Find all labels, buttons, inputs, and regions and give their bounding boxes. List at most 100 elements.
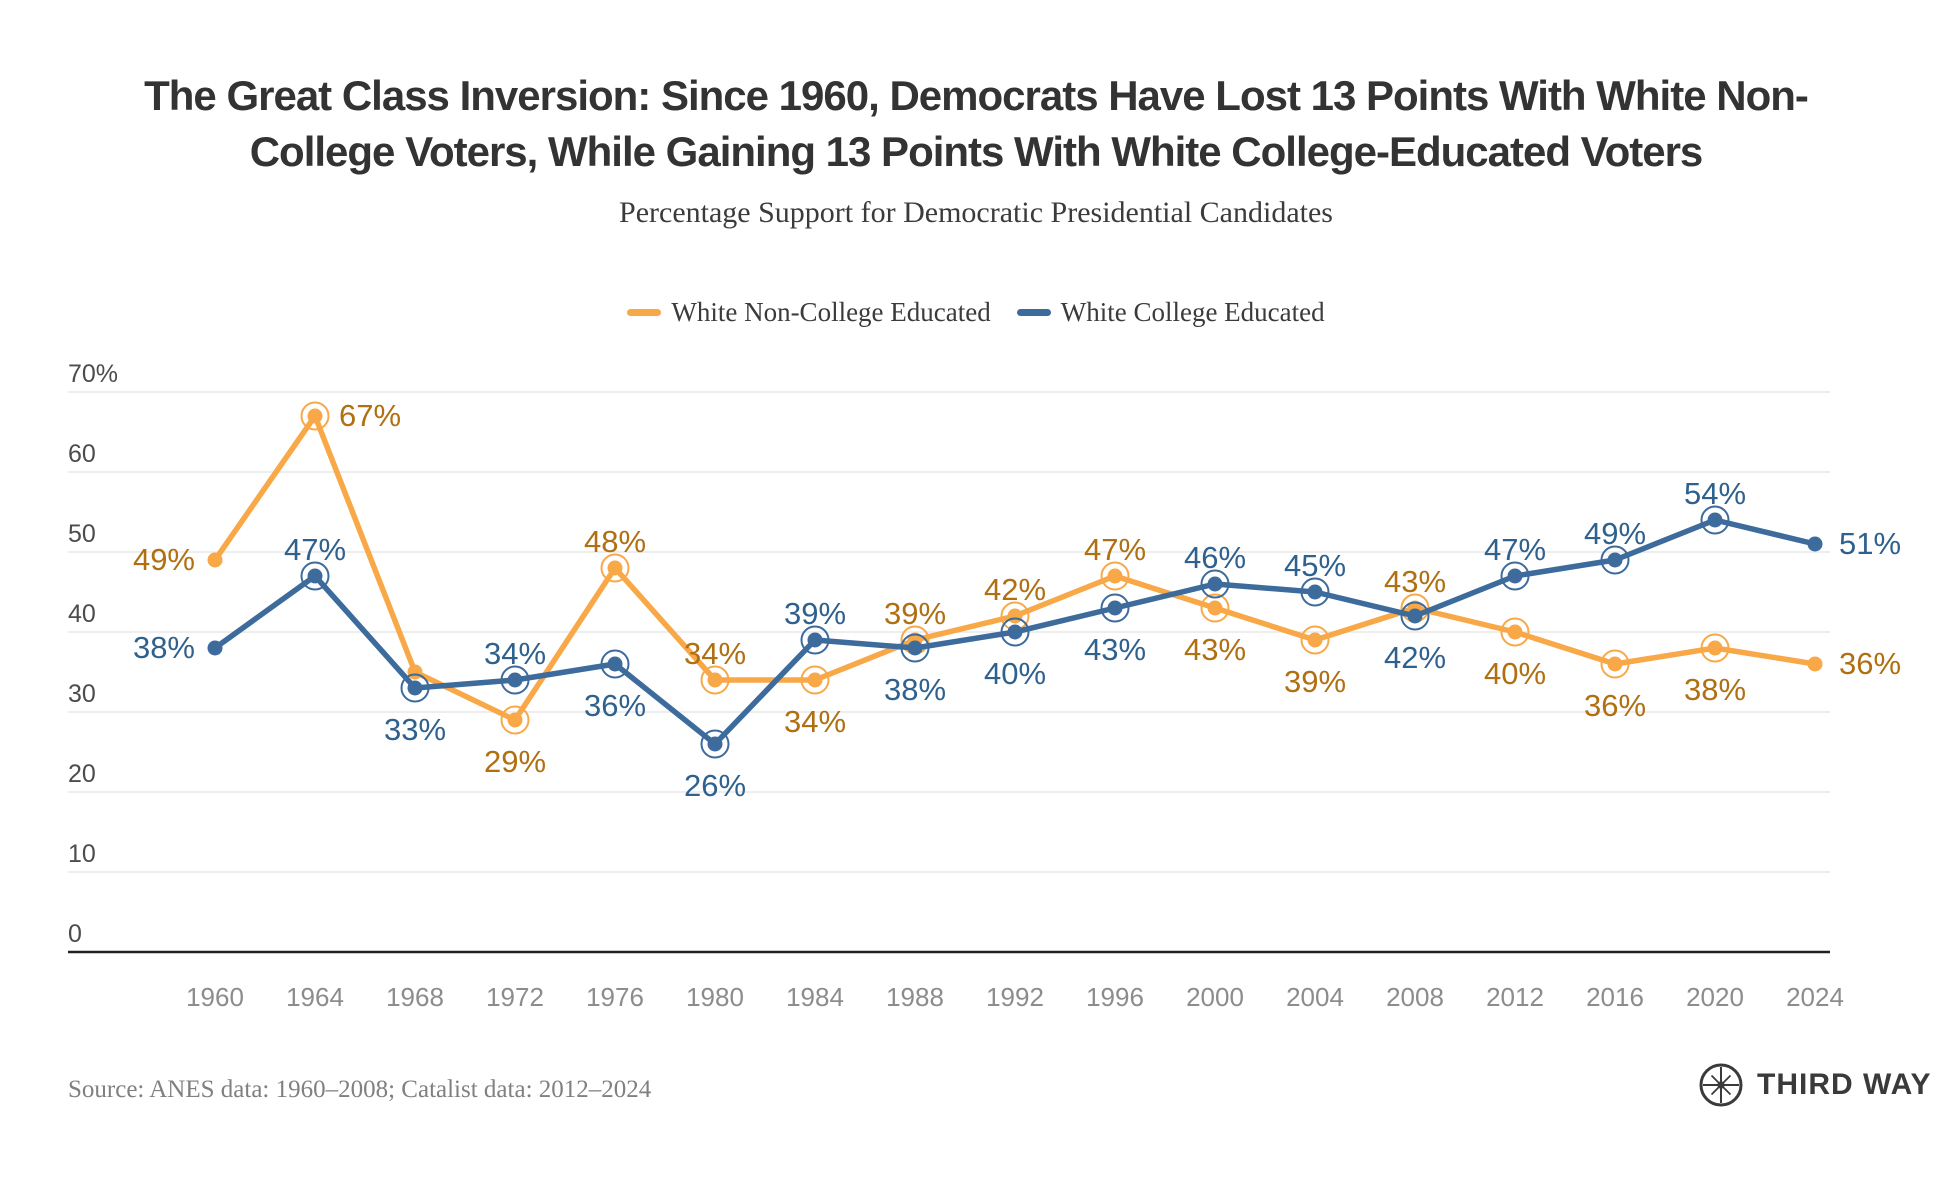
x-tick-label-1976: 1976: [586, 982, 644, 1012]
x-tick-label-1988: 1988: [886, 982, 944, 1012]
x-tick-label-2020: 2020: [1686, 982, 1744, 1012]
data-point-ring-white-college-2016: [1600, 545, 1630, 575]
data-label-white-non-college-1960: 49%: [133, 542, 195, 577]
data-point-white-non-college-1960: [207, 552, 223, 568]
data-point-ring-white-college-1980: [700, 729, 730, 759]
data-label-white-non-college-1984: 34%: [784, 704, 846, 739]
data-point-ring-white-college-2004: [1300, 577, 1330, 607]
y-tick-label-20: 20: [68, 760, 96, 788]
legend-dash-orange: [627, 309, 662, 316]
data-point-ring-white-college-1976: [600, 649, 630, 679]
data-label-white-college-2008: 42%: [1384, 640, 1446, 675]
data-label-white-non-college-1992: 42%: [984, 572, 1046, 607]
y-tick-label-40: 40: [68, 600, 96, 628]
legend-item-non-college: White Non-College Educated: [627, 297, 991, 328]
data-point-ring-white-college-1984: [800, 625, 830, 655]
data-label-white-non-college-1988: 39%: [884, 596, 946, 631]
data-point-white-college-1972: [507, 672, 523, 688]
data-point-ring-white-non-college-1980: [700, 665, 730, 695]
data-label-white-college-1996: 43%: [1084, 632, 1146, 667]
third-way-logo-text: THIRD WAY: [1757, 1068, 1932, 1101]
y-tick-label-30: 30: [68, 680, 96, 708]
data-point-ring-white-college-1972: [500, 665, 530, 695]
data-point-white-college-1992: [1007, 624, 1023, 640]
data-point-white-college-1976: [607, 656, 623, 672]
data-point-white-college-2004: [1307, 584, 1323, 600]
x-tick-label-2012: 2012: [1486, 982, 1544, 1012]
data-point-white-college-1964: [307, 568, 323, 584]
data-label-white-non-college-2024: 36%: [1839, 646, 1901, 681]
data-point-ring-white-college-2020: [1700, 505, 1730, 535]
data-label-white-non-college-1980: 34%: [684, 636, 746, 671]
chart-title-line2: College Voters, While Gaining 13 Points …: [249, 128, 1704, 175]
data-point-white-non-college-1968: [407, 664, 423, 680]
data-label-white-college-2020: 54%: [1684, 476, 1746, 511]
data-point-ring-white-non-college-1964: [300, 401, 330, 431]
data-label-white-non-college-2000: 43%: [1184, 632, 1246, 667]
x-tick-label-1984: 1984: [786, 982, 844, 1012]
legend-label-college: White College Educated: [1060, 297, 1325, 327]
data-point-white-non-college-2020: [1707, 640, 1723, 656]
data-label-white-non-college-1972: 29%: [484, 744, 546, 779]
data-label-white-non-college-2008: 43%: [1384, 564, 1446, 599]
data-point-ring-white-non-college-2016: [1600, 649, 1630, 679]
data-point-white-college-2020: [1707, 512, 1723, 528]
data-label-white-college-1964: 47%: [284, 532, 346, 567]
data-point-white-non-college-2004: [1307, 632, 1323, 648]
x-tick-label-2016: 2016: [1586, 982, 1644, 1012]
data-point-white-non-college-2000: [1207, 600, 1223, 616]
data-point-ring-white-college-1996: [1100, 593, 1130, 623]
data-label-white-college-2000: 46%: [1184, 540, 1246, 575]
legend-item-college: White College Educated: [1016, 297, 1325, 328]
data-point-ring-white-college-2012: [1500, 561, 1530, 591]
data-point-ring-white-college-2000: [1200, 569, 1230, 599]
data-label-white-college-1960: 38%: [133, 630, 195, 665]
data-point-ring-white-non-college-1984: [800, 665, 830, 695]
data-point-white-college-2008: [1407, 608, 1423, 624]
data-point-ring-white-college-2008: [1400, 601, 1430, 631]
x-tick-label-2000: 2000: [1186, 982, 1244, 1012]
data-point-white-non-college-1980: [707, 672, 723, 688]
legend-dash-blue: [1016, 309, 1051, 316]
chart-subtitle: Percentage Support for Democratic Presid…: [619, 196, 1333, 229]
legend-label-non-college: White Non-College Educated: [671, 297, 991, 327]
data-point-white-non-college-1996: [1107, 568, 1123, 584]
y-tick-label-10: 10: [68, 840, 96, 868]
data-label-white-non-college-1996: 47%: [1084, 532, 1146, 567]
data-point-white-college-2000: [1207, 576, 1223, 592]
chart-title: The Great Class Inversion: Since 1960, D…: [0, 68, 1952, 180]
data-point-ring-white-non-college-1996: [1100, 561, 1130, 591]
x-tick-label-1992: 1992: [986, 982, 1044, 1012]
data-label-white-college-2012: 47%: [1484, 532, 1546, 567]
x-tick-label-1996: 1996: [1086, 982, 1144, 1012]
data-point-white-non-college-2024: [1807, 656, 1823, 672]
y-tick-label-0: 0: [68, 920, 82, 948]
x-tick-label-2008: 2008: [1386, 982, 1444, 1012]
x-tick-label-1968: 1968: [386, 982, 444, 1012]
data-label-white-college-1988: 38%: [884, 672, 946, 707]
compass-star-icon: [1699, 1063, 1743, 1107]
chart-legend: White Non-College Educated White College…: [0, 297, 1952, 328]
data-point-white-non-college-1972: [507, 712, 523, 728]
data-label-white-non-college-2020: 38%: [1684, 672, 1746, 707]
data-label-white-non-college-1964: 67%: [339, 398, 401, 433]
data-point-white-college-2024: [1807, 536, 1823, 552]
data-point-white-college-1968: [407, 680, 423, 696]
x-tick-label-1972: 1972: [486, 982, 544, 1012]
data-point-white-college-2012: [1507, 568, 1523, 584]
data-point-white-non-college-1984: [807, 672, 823, 688]
third-way-logo: THIRD WAY: [1698, 1062, 1932, 1108]
data-label-white-college-1984: 39%: [784, 596, 846, 631]
chart-title-line1: The Great Class Inversion: Since 1960, D…: [144, 72, 1809, 119]
data-point-ring-white-non-college-2012: [1500, 617, 1530, 647]
data-point-ring-white-non-college-2004: [1300, 625, 1330, 655]
data-label-white-non-college-2012: 40%: [1484, 656, 1546, 691]
data-point-white-non-college-2012: [1507, 624, 1523, 640]
data-point-white-college-1988: [907, 640, 923, 656]
data-point-ring-white-non-college-1976: [600, 553, 630, 583]
data-point-ring-white-college-1968: [400, 673, 430, 703]
data-point-ring-white-non-college-1972: [500, 705, 530, 735]
data-point-white-non-college-2016: [1607, 656, 1623, 672]
